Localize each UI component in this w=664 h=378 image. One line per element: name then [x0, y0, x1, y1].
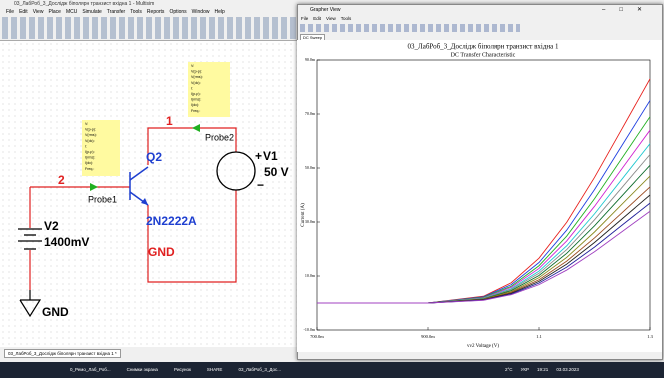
menu-item[interactable]: File	[301, 16, 308, 21]
chart-subtitle: DC Transfer Characteristic	[451, 51, 516, 58]
probe-reading: I(p-p):	[191, 92, 201, 96]
probe-reading: V(p-p):	[191, 70, 202, 74]
probe-reading: I(dc):	[191, 103, 199, 107]
window-controls[interactable]: –□✕	[602, 6, 656, 13]
plot-panel	[297, 40, 662, 352]
probe-reading: Freq.:	[85, 167, 94, 171]
probe-label: Probe1	[88, 194, 117, 204]
probe-reading: I(rms):	[85, 156, 95, 160]
v1-plus: +	[255, 149, 262, 163]
probe-reading: I(p-p):	[85, 150, 95, 154]
v2-battery	[18, 229, 42, 249]
probe-reading: V(dc):	[85, 139, 95, 143]
probe-reading: I(dc):	[85, 161, 93, 165]
net-label: 2	[58, 173, 65, 187]
x-tick-label: 1.1	[536, 334, 542, 339]
probe-reading: V(p-p):	[85, 128, 96, 132]
taskbar-item: 0_Ремо_Лаб_Роб...	[70, 367, 111, 372]
probe-reading: Freq.:	[191, 109, 200, 113]
menu-item[interactable]: Place	[48, 9, 61, 15]
taskbar-item: 19:21	[537, 367, 548, 372]
menu-item[interactable]: Window	[192, 9, 210, 15]
v1-name: V1	[263, 149, 278, 163]
v1-source	[217, 152, 255, 190]
y-tick-label: 10.0m	[305, 273, 316, 278]
menu-item[interactable]: Edit	[313, 16, 321, 21]
net-label: 1	[166, 114, 173, 128]
probe-reading: V:	[85, 122, 88, 126]
taskbar-item: Снимки экрана	[127, 367, 158, 372]
taskbar: 0_Ремо_Лаб_Роб... Снимки экрана Рисунок SHA…	[0, 362, 664, 378]
toolbar	[300, 24, 520, 32]
probe-reading: I:	[191, 86, 193, 90]
probe-reading: V(rms):	[85, 133, 97, 137]
y-tick-label: 30.0m	[305, 219, 316, 224]
y-tick-label: 50.0m	[305, 165, 316, 170]
v2-name: V2	[44, 219, 59, 233]
grapher-title: Grapher View	[310, 7, 340, 13]
x-axis-label: vv2 Voltage (V)	[467, 344, 499, 349]
taskbar-item: SHARE	[207, 367, 223, 372]
menu-item[interactable]: MCU	[66, 9, 77, 15]
probe-reading: V:	[191, 64, 194, 68]
wire	[148, 190, 236, 282]
taskbar-item: Рисунок	[174, 367, 191, 372]
menu-item[interactable]: Tools	[341, 16, 352, 21]
x-tick-label: 700.0m	[310, 334, 324, 339]
chart-title: 03_ЛабРоб_3_Дослідж біполярн транзист вх…	[407, 43, 559, 51]
menu-item[interactable]: Reports	[147, 9, 165, 15]
menu-item[interactable]: Simulate	[82, 9, 101, 15]
probe1-arrow	[90, 183, 98, 191]
gnd-net-label: GND	[148, 245, 175, 259]
gnd-label: GND	[42, 305, 69, 319]
menu-item[interactable]: Edit	[19, 9, 28, 15]
taskbar-item: 03_ЛабРоб_3_Дос...	[238, 367, 281, 372]
menu-bar: File Edit View Place MCU Simulate Transfer Tool…	[6, 9, 230, 15]
taskbar-item: 2°C	[505, 367, 513, 372]
ground-symbol	[20, 300, 40, 316]
menu-bar: File Edit View Tools	[301, 16, 356, 21]
menu-item[interactable]: View	[33, 9, 44, 15]
x-tick-label: 1.3	[647, 334, 653, 339]
menu-item[interactable]: Options	[169, 9, 186, 15]
toolbar	[2, 17, 296, 39]
menu-item[interactable]: Tools	[130, 9, 142, 15]
schematic: V:V(p-p):V(rms):V(dc):I:I(p-p):I(rms):I(…	[0, 40, 297, 346]
probe2-arrow	[192, 124, 200, 132]
probe-label: Probe2	[205, 132, 234, 142]
y-tick-label: 90.0m	[305, 57, 316, 62]
v2-value: 1400mV	[44, 235, 89, 249]
probe-reading: V(rms):	[191, 75, 203, 79]
design-tab[interactable]: 03_ЛабРоб_3_Дослідж біполярн транзист вх…	[4, 349, 121, 358]
x-tick-label: 900.0m	[421, 334, 435, 339]
probe-reading: I:	[85, 144, 87, 148]
menu-item[interactable]: Help	[214, 9, 224, 15]
v1-value: 50 V	[264, 165, 289, 179]
menu-item[interactable]: File	[6, 9, 14, 15]
probe-reading: V(dc):	[191, 81, 201, 85]
menu-item[interactable]: View	[326, 16, 336, 21]
taskbar-item: 03.03.2023	[556, 367, 579, 372]
page: 03_ЛабРоб_3_Дослідж біполярн транзист вх…	[0, 0, 664, 378]
y-tick-label: 70.0m	[305, 111, 316, 116]
window-title: 03_ЛабРоб_3_Дослідж біполярн транзист вх…	[14, 1, 154, 7]
taskbar-item: УКР	[521, 367, 529, 372]
grapher-chart: 03_ЛабРоб_3_Дослідж біполярн транзист вх…	[297, 40, 662, 352]
transistor-name: Q2	[146, 150, 162, 164]
v1-minus: −	[257, 178, 264, 192]
probe-reading: I(rms):	[191, 98, 201, 102]
y-tick-label: -10.0m	[304, 327, 316, 332]
transistor-model: 2N2222A	[146, 214, 197, 228]
menu-item[interactable]: Transfer	[107, 9, 125, 15]
